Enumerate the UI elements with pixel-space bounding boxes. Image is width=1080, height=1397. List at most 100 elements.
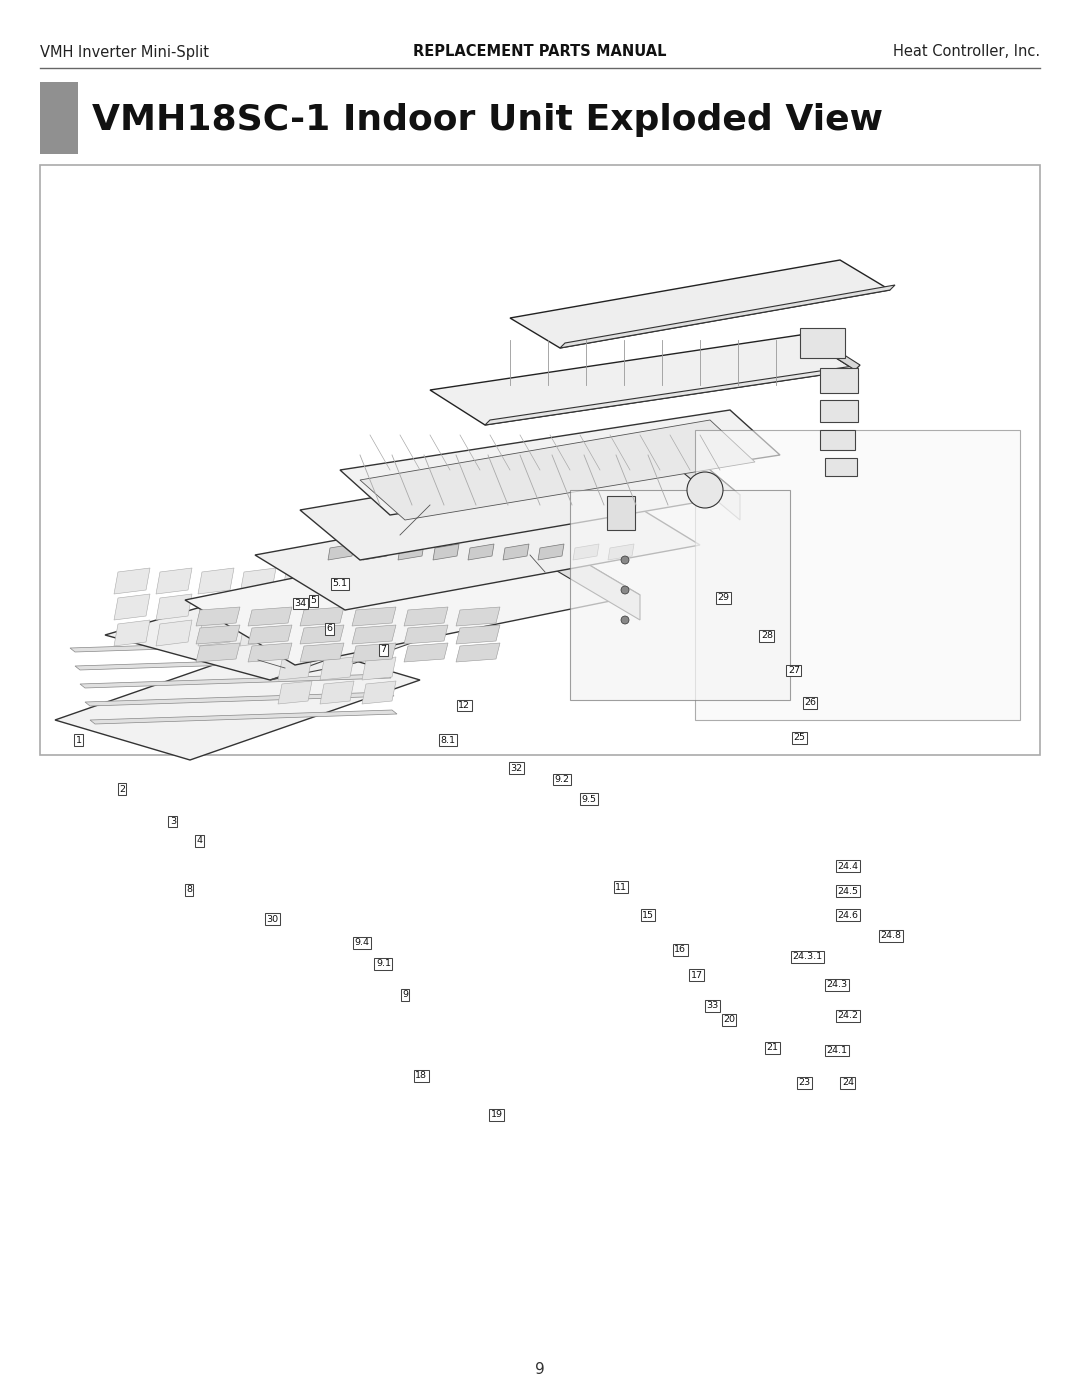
Polygon shape: [561, 285, 895, 348]
Polygon shape: [363, 543, 389, 560]
Text: 8: 8: [186, 886, 192, 894]
Text: 5.1: 5.1: [333, 580, 348, 588]
Polygon shape: [820, 400, 858, 422]
Polygon shape: [248, 608, 292, 626]
Text: 26: 26: [804, 698, 816, 707]
Polygon shape: [485, 365, 860, 425]
Text: 17: 17: [690, 971, 703, 979]
Polygon shape: [198, 594, 234, 620]
Polygon shape: [352, 624, 396, 644]
Polygon shape: [456, 624, 500, 644]
Text: 24.5: 24.5: [837, 887, 859, 895]
Polygon shape: [800, 330, 860, 370]
Circle shape: [621, 616, 629, 624]
Polygon shape: [510, 260, 890, 348]
Text: 7: 7: [380, 645, 387, 654]
Polygon shape: [114, 569, 150, 594]
Text: Heat Controller, Inc.: Heat Controller, Inc.: [893, 45, 1040, 60]
Text: 24.1: 24.1: [826, 1046, 848, 1055]
Polygon shape: [340, 409, 780, 515]
Text: 24: 24: [841, 1078, 854, 1087]
Polygon shape: [300, 643, 345, 662]
Text: 24.3.1: 24.3.1: [793, 953, 823, 961]
Polygon shape: [55, 640, 420, 760]
Polygon shape: [825, 458, 858, 476]
Polygon shape: [75, 657, 388, 671]
Polygon shape: [240, 620, 276, 645]
Polygon shape: [404, 643, 448, 662]
Polygon shape: [240, 569, 276, 594]
Bar: [40, 165, 1040, 754]
Polygon shape: [696, 430, 1020, 719]
Polygon shape: [195, 624, 240, 644]
Polygon shape: [278, 657, 312, 680]
Text: 3: 3: [170, 817, 176, 826]
Polygon shape: [456, 608, 500, 626]
Polygon shape: [328, 543, 354, 560]
Polygon shape: [320, 657, 354, 680]
Polygon shape: [360, 420, 755, 520]
Polygon shape: [278, 633, 312, 657]
Polygon shape: [362, 633, 396, 657]
Text: 24.6: 24.6: [837, 911, 859, 919]
Text: 9.4: 9.4: [354, 939, 369, 947]
Polygon shape: [300, 608, 345, 626]
Text: REPLACEMENT PARTS MANUAL: REPLACEMENT PARTS MANUAL: [414, 45, 666, 60]
Polygon shape: [456, 643, 500, 662]
Text: 12: 12: [458, 701, 471, 710]
Text: VMH18SC-1 Indoor Unit Exploded View: VMH18SC-1 Indoor Unit Exploded View: [92, 103, 883, 137]
Polygon shape: [278, 680, 312, 704]
Polygon shape: [399, 543, 424, 560]
Text: 15: 15: [642, 911, 654, 919]
Text: VMH Inverter Mini-Split: VMH Inverter Mini-Split: [40, 45, 210, 60]
Text: 9: 9: [535, 1362, 545, 1377]
Polygon shape: [320, 680, 354, 704]
Text: 5: 5: [310, 597, 316, 605]
Polygon shape: [433, 543, 459, 560]
Text: 24.2: 24.2: [837, 1011, 859, 1020]
Polygon shape: [114, 594, 150, 620]
Circle shape: [621, 556, 629, 564]
Text: 23: 23: [798, 1078, 811, 1087]
Polygon shape: [80, 673, 391, 687]
Polygon shape: [820, 430, 855, 450]
Polygon shape: [300, 624, 345, 644]
Text: 32: 32: [510, 764, 523, 773]
Polygon shape: [248, 624, 292, 644]
Polygon shape: [530, 529, 640, 620]
Bar: [40, 82, 78, 154]
Polygon shape: [430, 335, 855, 425]
Polygon shape: [85, 692, 394, 705]
Polygon shape: [70, 638, 384, 652]
Text: 11: 11: [615, 883, 627, 891]
Polygon shape: [570, 490, 789, 700]
Text: 27: 27: [787, 666, 800, 675]
Polygon shape: [270, 608, 510, 680]
Polygon shape: [90, 710, 397, 724]
Polygon shape: [680, 446, 740, 520]
Polygon shape: [538, 543, 564, 560]
Polygon shape: [156, 594, 192, 620]
Text: 9: 9: [402, 990, 408, 999]
Text: 6: 6: [326, 624, 333, 633]
Polygon shape: [282, 594, 318, 620]
Polygon shape: [156, 620, 192, 645]
Circle shape: [621, 585, 629, 594]
Polygon shape: [198, 569, 234, 594]
Polygon shape: [607, 496, 635, 529]
Text: 28: 28: [760, 631, 773, 640]
Text: 20: 20: [723, 1016, 735, 1024]
Polygon shape: [573, 543, 599, 560]
Polygon shape: [240, 594, 276, 620]
Text: 24.3: 24.3: [826, 981, 848, 989]
Polygon shape: [195, 608, 240, 626]
Text: 4: 4: [197, 837, 203, 845]
Text: 8.1: 8.1: [441, 736, 456, 745]
Polygon shape: [248, 643, 292, 662]
Polygon shape: [105, 564, 510, 680]
Text: 1: 1: [76, 736, 82, 745]
Text: 24.4: 24.4: [837, 862, 859, 870]
Text: 9.1: 9.1: [376, 960, 391, 968]
Text: 2: 2: [119, 785, 125, 793]
Polygon shape: [198, 620, 234, 645]
